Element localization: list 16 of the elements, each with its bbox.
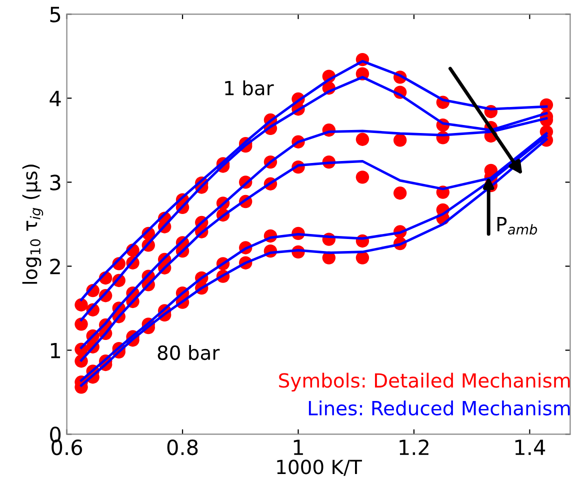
x-tick-label: 1.4 bbox=[515, 440, 546, 455]
x-axis-title: 1000 K/T bbox=[277, 460, 362, 476]
annotation: 1 bar bbox=[225, 80, 274, 96]
x-tick-label: 0.8 bbox=[167, 439, 198, 456]
annotation: Symbols: Detailed Mechanism bbox=[279, 372, 570, 392]
annotation: P$_{amb}$ bbox=[497, 217, 538, 235]
y-tick-label: 2 bbox=[50, 258, 60, 274]
y-tick-label: 4 bbox=[50, 90, 61, 106]
x-tick-label: 1.2 bbox=[400, 439, 428, 455]
y-tick-label: 5 bbox=[50, 6, 60, 22]
annotation: 80 bar bbox=[158, 345, 220, 360]
y-tick-label: 1 bbox=[50, 342, 60, 358]
y-axis-title: log$_{10}$ τ$_{ig}$ (μs) bbox=[22, 164, 44, 284]
y-tick-label: 3 bbox=[50, 174, 60, 190]
x-tick-label: 1 bbox=[294, 440, 303, 455]
annotation: Lines: Reduced Mechanism bbox=[308, 400, 570, 416]
